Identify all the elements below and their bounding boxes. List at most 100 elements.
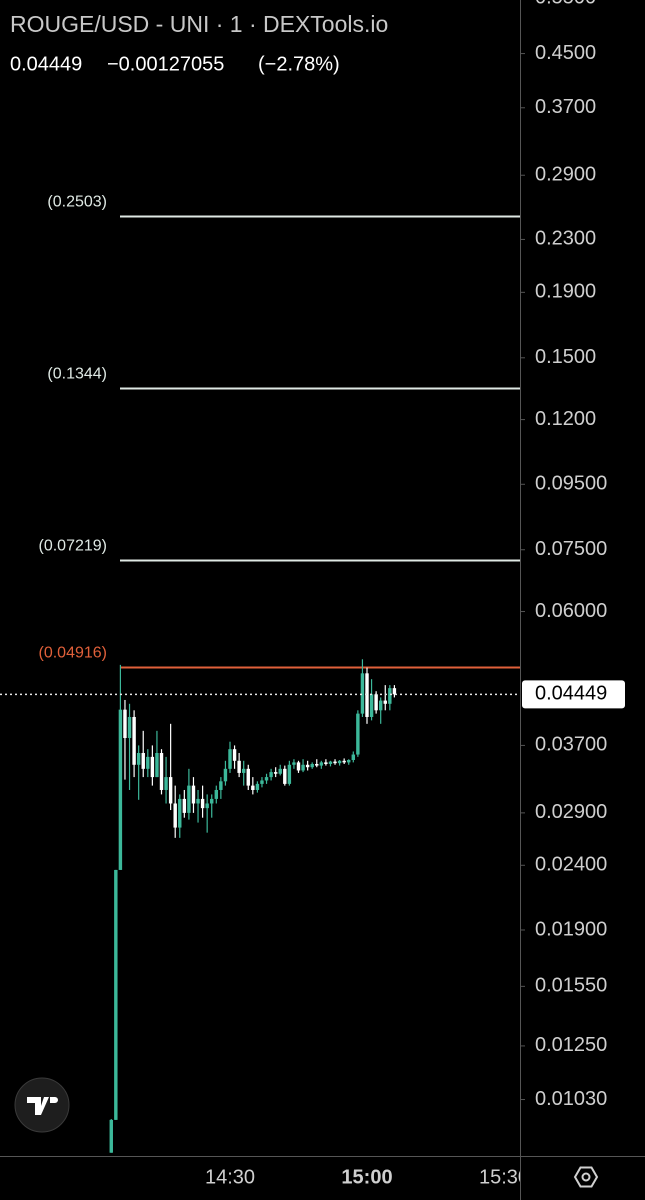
candle-body [173,803,177,828]
candle-body [287,764,292,784]
candle-body [132,716,136,765]
candle-body [392,688,397,695]
price-change: −0.00127055 [107,53,224,75]
candle-body [269,772,273,778]
candle-body [246,768,250,786]
candle-body [333,761,337,764]
candle-body [127,716,132,739]
candle-body [365,673,369,717]
candle-body [146,756,150,769]
candle-body [337,760,342,764]
x-tick-label: 15:30 [479,1166,529,1188]
candle-body [310,763,314,768]
y-tick-label: 0.02900 [535,801,607,823]
candle-body [109,1119,113,1153]
price-change-percent: (−2.78%) [258,53,340,75]
y-tick-label: 0.2900 [535,164,596,186]
candle-body [210,798,214,804]
candle-body [228,749,232,769]
price-label: 0.04449 [535,683,607,705]
candle-body [159,752,164,790]
candle-body [255,783,260,790]
candle-body [150,756,155,778]
price-label-box [522,680,625,709]
chart-title: ROUGE/USD - UNI · 1 · DEXTools.io [10,11,388,37]
candle-body [296,762,301,771]
candle-body [114,869,118,1120]
candle-body [219,781,223,790]
y-tick-label: 0.01900 [535,918,607,940]
candle-body [388,688,392,704]
x-axis: 14:30 15:00 15:30 [205,1166,529,1188]
y-tick-label: 0.01550 [535,975,607,997]
settings-hexagon [573,1166,599,1188]
candle-body [123,709,127,739]
candle-body [347,760,351,763]
y-tick-label: 0.4500 [535,42,596,64]
candle-body [374,694,378,711]
candle-body [237,760,241,773]
candle-body [328,761,333,764]
candle-body [168,777,173,804]
candle-body [191,785,196,804]
tradingview-logo-button[interactable] [14,1077,70,1133]
y-tick-label: 0.2300 [535,228,596,250]
level-label: (0.1344) [47,366,107,383]
candle-body [315,763,319,766]
candle-body [319,762,324,766]
candle-body [178,798,182,828]
candle-body [378,700,383,711]
y-tick-label: 0.01250 [535,1034,607,1056]
candle-body [196,798,200,804]
y-tick-label: 0.01030 [535,1088,607,1110]
candle-body [273,772,278,774]
candle-body [155,752,159,778]
candle-body [351,754,356,761]
candle-body [278,768,282,774]
y-tick-label: 0.1900 [535,281,596,303]
candle-body [360,673,365,714]
candle-body [356,713,360,755]
level-label: (0.07219) [39,538,108,555]
candle-body [369,694,374,717]
logo-mark [27,1097,58,1115]
candle-body [118,709,123,870]
candle-body [301,764,305,771]
candle-body [260,780,264,784]
candle-body [324,762,328,764]
candle-body [283,768,287,784]
candle-body [182,798,187,813]
level-label: (0.2503) [47,194,107,211]
candle-body [232,749,237,761]
candle-body [223,768,228,782]
candle-body [214,789,219,799]
settings-dot [581,1172,591,1182]
y-tick-label: 0.1500 [535,346,596,368]
last-price: 0.04449 [10,53,82,75]
candle-body [164,777,168,790]
candle-body [383,700,387,704]
y-tick-label: 0.03700 [535,734,607,756]
candle-body [241,768,246,773]
y-tick-label: 0.06000 [535,600,607,622]
candle-body [305,764,310,768]
y-tick-label: 0.1200 [535,408,596,430]
y-tick-label: 0.09500 [535,473,607,495]
x-tick-label: 15:00 [341,1166,392,1188]
settings-button[interactable] [573,1166,599,1188]
y-tick-label: 0.3700 [535,96,596,118]
candle-body [141,752,145,769]
candle-body [292,762,296,765]
candle-body [200,798,205,809]
x-tick-label: 14:30 [205,1166,255,1188]
y-tick-label: 0.07500 [535,538,607,560]
plot-area [0,215,520,1153]
candle-body [251,785,255,790]
candle-body [342,760,346,763]
y-tick-label: 0.02400 [535,854,607,876]
candle-body [205,803,209,809]
